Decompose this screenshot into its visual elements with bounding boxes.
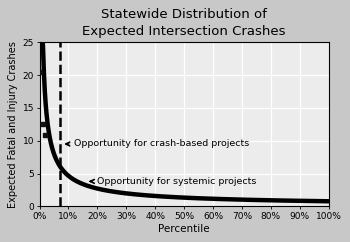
X-axis label: Percentile: Percentile	[158, 224, 210, 234]
Text: Opportunity for systemic projects: Opportunity for systemic projects	[90, 177, 257, 186]
Title: Statewide Distribution of
Expected Intersection Crashes: Statewide Distribution of Expected Inter…	[82, 8, 286, 38]
Text: Opportunity for crash-based projects: Opportunity for crash-based projects	[66, 139, 250, 149]
Y-axis label: Expected Fatal and Injury Crashes: Expected Fatal and Injury Crashes	[8, 41, 18, 208]
